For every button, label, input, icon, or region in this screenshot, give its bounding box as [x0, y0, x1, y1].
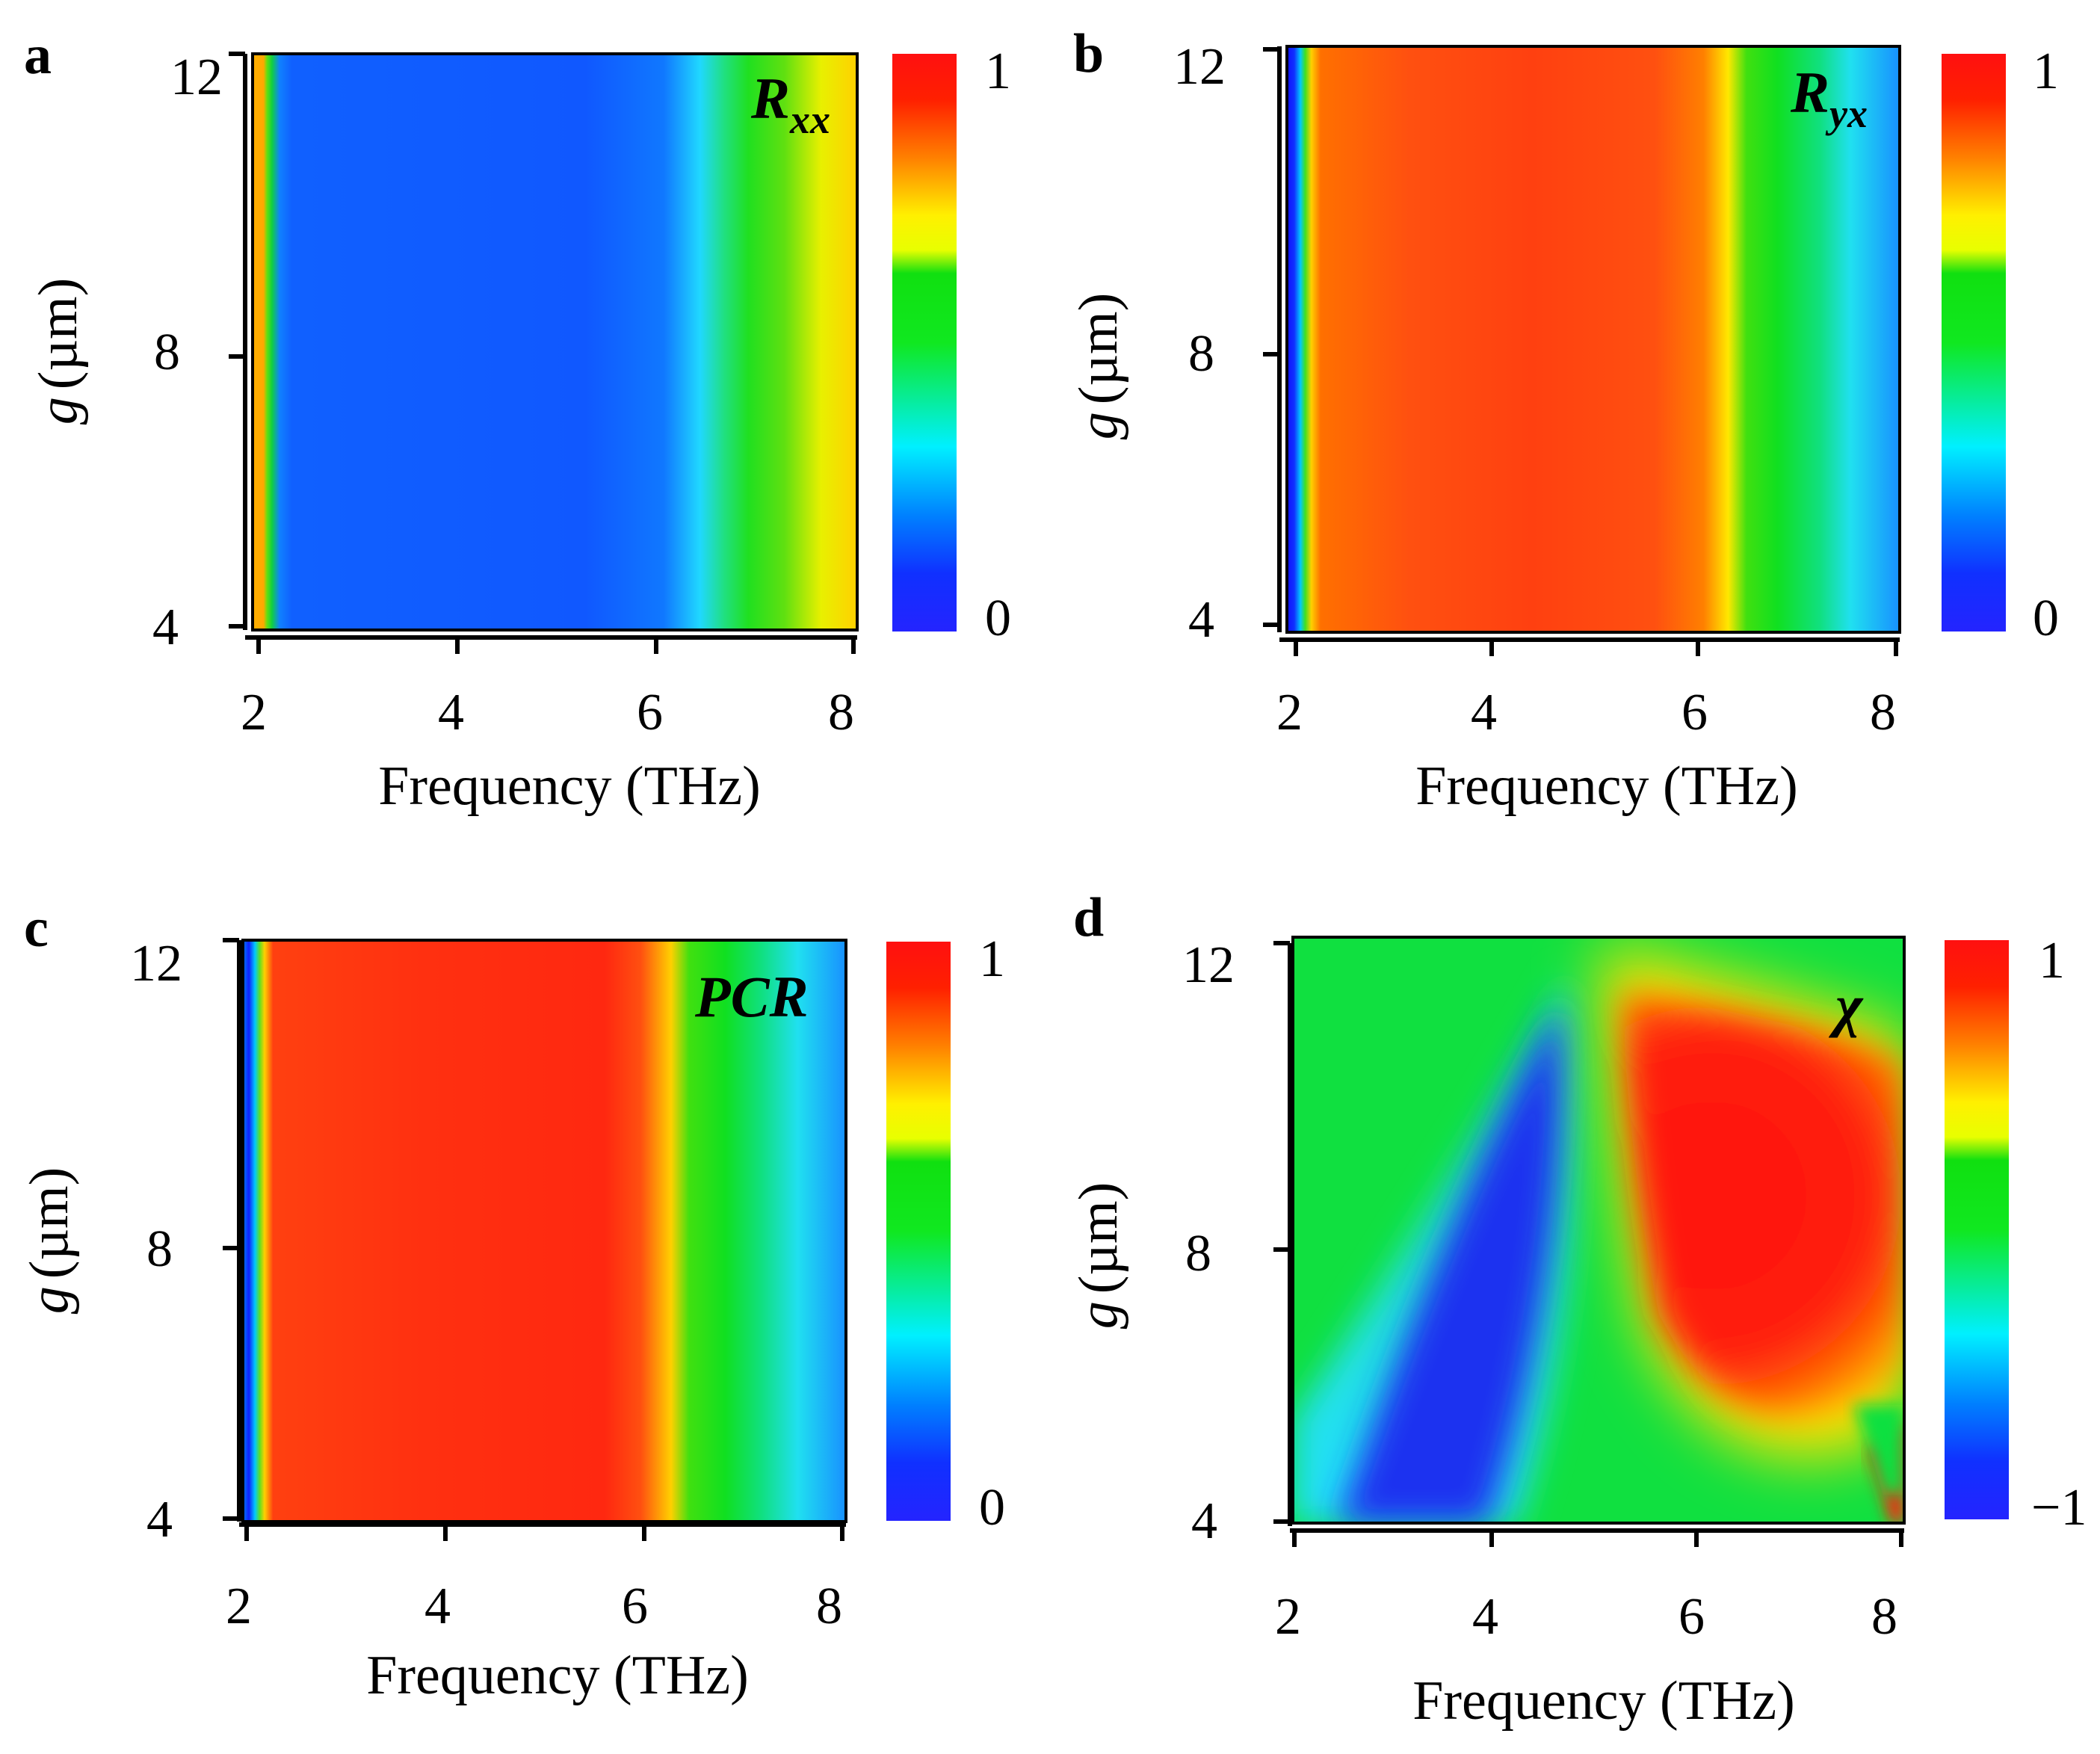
panel-a-ytick-8: 8 — [154, 324, 180, 381]
panel-d-xtick-2: 2 — [1275, 1588, 1301, 1646]
panel-d-red-region — [1622, 994, 1904, 1415]
panel-c-ytick-12: 12 — [130, 935, 182, 992]
panel-b-plot-label: Ryx — [1790, 60, 1868, 136]
panel-a-ylabel-var: g — [28, 397, 89, 424]
panel-b: b 12 8 4 2 4 6 8 Frequency (THz) g (µm) R… — [1068, 23, 2059, 817]
panel-a-plot-label-main: R — [750, 66, 790, 131]
panel-b-plot-label-main: R — [1790, 60, 1829, 125]
panel-d-band-blue — [1338, 1001, 1563, 1523]
panel-d: d 12 8 4 2 4 6 8 Frequency (THz) g(µm) χ… — [1068, 887, 2087, 1732]
panel-b-xtick-6: 6 — [1681, 684, 1708, 741]
panel-a-plot-label: Rxx — [750, 66, 830, 142]
panel-c-frame — [241, 939, 847, 1523]
panel-d-ylabel-var: g — [1068, 1301, 1129, 1329]
panel-a-heatmap — [253, 54, 857, 630]
panel-c-ylabel-unit: (µm) — [19, 1167, 80, 1279]
panel-b-ytick-8: 8 — [1188, 325, 1214, 383]
panel-d-xtick-6: 6 — [1679, 1588, 1705, 1646]
panel-b-letter: b — [1073, 23, 1104, 84]
panel-a-xtick-6: 6 — [637, 684, 663, 741]
panel-b-xtick-4: 4 — [1471, 684, 1497, 741]
panel-b-frame — [1285, 45, 1901, 634]
panel-b-xlabel: Frequency (THz) — [1415, 756, 1798, 817]
panel-a-ylabel-unit: (µm) — [28, 278, 89, 389]
panel-d-ytick-12: 12 — [1182, 936, 1235, 994]
panel-c-xtick-8: 8 — [816, 1578, 842, 1635]
panel-a: a 12 8 4 2 4 6 8 Frequency (THz) g (µm) R… — [24, 25, 1011, 817]
panel-d-ylabel: g (µm) — [1068, 1182, 1129, 1329]
panel-d-letter: d — [1073, 887, 1104, 948]
panel-b-ylabel-unit: (µm) — [1068, 293, 1129, 404]
panel-c-ytick-4: 4 — [146, 1491, 173, 1548]
panel-a-frame — [251, 52, 859, 631]
panel-c-ylabel: g (µm) — [19, 1167, 80, 1314]
panel-c-xlabel: Frequency (THz) — [366, 1645, 749, 1706]
panel-d-xlabel: Frequency (THz) — [1412, 1670, 1795, 1732]
panel-a-colorbar-max: 1 — [985, 43, 1011, 100]
panel-d-ylabel-unit: (µm) — [1068, 1182, 1129, 1294]
panel-a-letter: a — [24, 25, 52, 86]
panel-d-frame — [1291, 936, 1906, 1525]
panel-d-ytick-4: 4 — [1191, 1492, 1217, 1550]
panel-c-ylabel-var: g — [19, 1286, 80, 1314]
panel-b-colorbar-max: 1 — [2033, 43, 2059, 100]
panel-d-colorbar — [1945, 940, 2009, 1519]
panel-c-xtick-4: 4 — [424, 1578, 451, 1635]
panel-d-xtick-4: 4 — [1472, 1588, 1498, 1646]
panel-b-colorbar — [1942, 54, 2006, 631]
panel-b-plot-label-sub: yx — [1825, 91, 1868, 136]
panel-c-xtick-6: 6 — [622, 1578, 648, 1635]
panel-c-xtick-2: 2 — [226, 1578, 252, 1635]
panel-b-colorbar-min: 0 — [2033, 590, 2059, 647]
panel-a-plot-label-sub: xx — [789, 97, 830, 142]
panel-d-xtick-8: 8 — [1871, 1588, 1897, 1646]
panel-b-ytick-4: 4 — [1188, 591, 1214, 649]
panel-d-colorbar-max: 1 — [2039, 932, 2065, 989]
panel-c-letter: c — [24, 898, 49, 959]
panel-d-edge-green — [1853, 1405, 1904, 1495]
panel-d-colorbar-min: −1 — [2031, 1479, 2087, 1537]
panel-a-ylabel: g (µm) — [28, 278, 89, 424]
panel-a-xtick-4: 4 — [438, 684, 464, 741]
panel-b-xtick-2: 2 — [1276, 684, 1303, 741]
panel-c-colorbar-max: 1 — [979, 930, 1005, 988]
panel-b-ytick-12: 12 — [1173, 38, 1226, 96]
panel-c-colorbar-min: 0 — [979, 1479, 1005, 1537]
panel-a-xtick-2: 2 — [241, 684, 267, 741]
panel-d-ytick-8: 8 — [1185, 1225, 1211, 1282]
panel-a-xtick-8: 8 — [828, 684, 854, 741]
panel-a-colorbar-min: 0 — [985, 590, 1011, 647]
panel-c-colorbar — [886, 942, 951, 1521]
panel-c-heatmap — [243, 940, 846, 1522]
panel-b-ylabel-var: g — [1068, 412, 1129, 439]
panel-a-ytick-12: 12 — [170, 49, 223, 106]
panel-a-xlabel: Frequency (THz) — [378, 756, 761, 817]
panel-d-heatmap — [1293, 937, 1904, 1523]
panel-c-plot-label-main: PCR — [694, 964, 809, 1029]
panel-b-heatmap — [1287, 46, 1900, 632]
panel-b-xtick-8: 8 — [1870, 684, 1896, 741]
panel-c-ytick-8: 8 — [146, 1220, 173, 1278]
panel-a-colorbar — [892, 54, 957, 631]
panel-a-ytick-4: 4 — [152, 599, 179, 656]
panel-c: c 12 8 4 2 4 6 8 Frequency (THz) g (µm) P… — [19, 898, 1005, 1706]
panel-b-ylabel: g (µm) — [1068, 293, 1129, 439]
panel-c-plot-label: PCR — [694, 964, 809, 1029]
